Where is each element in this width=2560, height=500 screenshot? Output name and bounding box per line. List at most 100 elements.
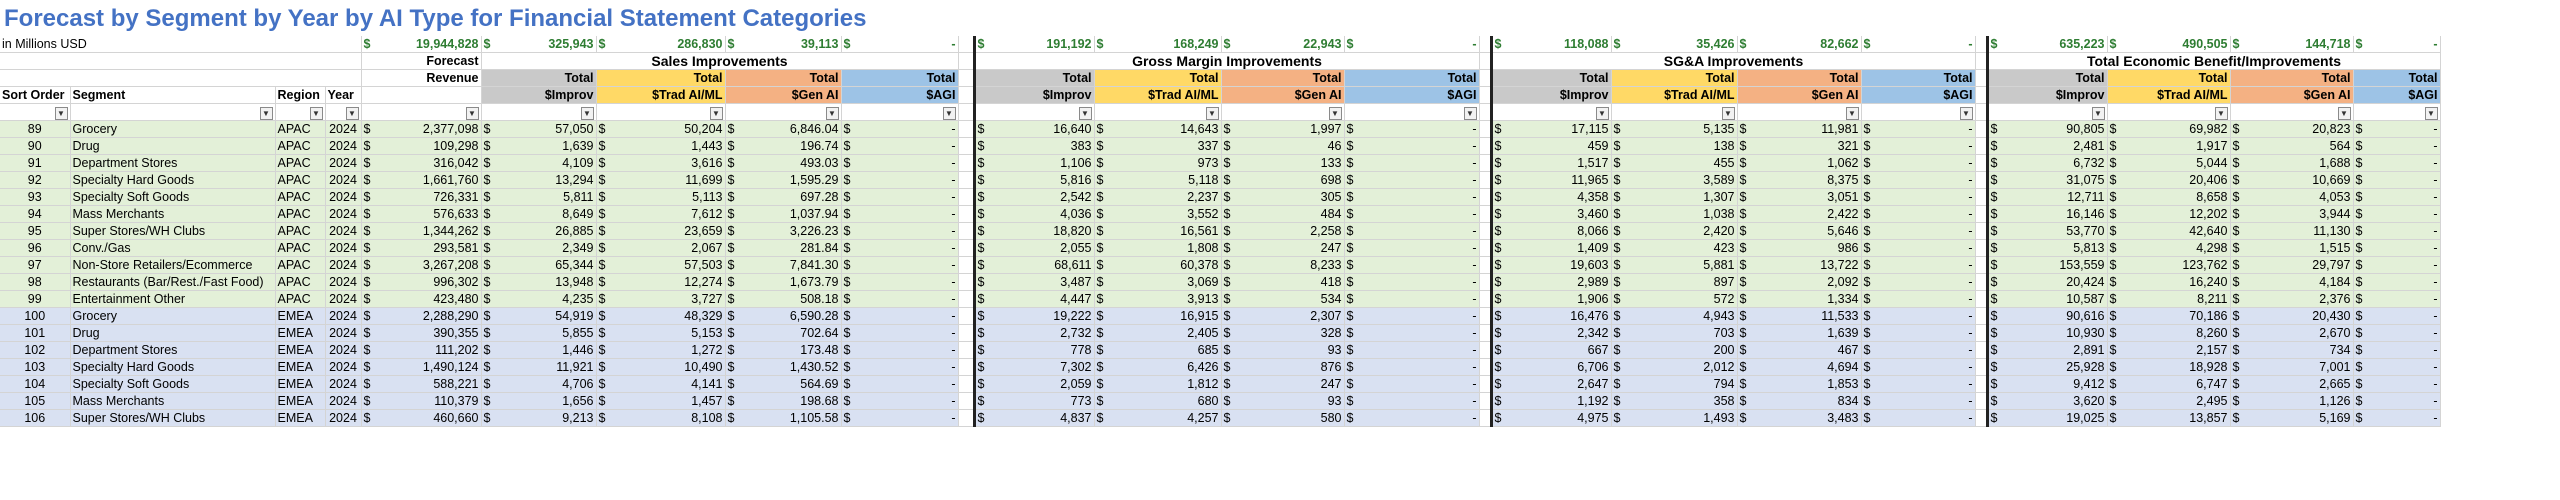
sga-agi-cell: $ - — [1861, 392, 1976, 410]
hdr-sales-trad-total: Total — [596, 69, 726, 87]
year-cell: 2024 — [325, 222, 362, 240]
filter-dropdown-icon[interactable]: ▼ — [465, 106, 479, 120]
filter-cell: ▼ — [0, 103, 71, 121]
sales-agi-cell: $ - — [841, 290, 959, 308]
total-gm-gen: $22,943 — [1221, 36, 1345, 53]
sga-gen-cell: $2,422 — [1737, 205, 1862, 223]
te-agi-cell: $ - — [2353, 256, 2441, 274]
hdr-sort-order: Sort Order — [0, 86, 71, 104]
table-row[interactable]: 98 Restaurants (Bar/Rest./Fast Food) APAC 2… — [0, 273, 2441, 291]
table-row[interactable]: 105 Mass Merchants EMEA 2024 $110,379 $1,656 $… — [0, 392, 2441, 410]
table-row[interactable]: 90 Drug APAC 2024 $109,298 $1,639 $1,443 $196.7… — [0, 137, 2441, 155]
te-agi-cell: $ - — [2353, 307, 2441, 325]
filter-cell: ▼ — [2230, 103, 2354, 121]
table-row[interactable]: 101 Drug EMEA 2024 $390,355 $5,855 $5,153 $702.… — [0, 324, 2441, 342]
filter-cell: ▼ — [275, 103, 326, 121]
gm-agi-cell: $ - — [1344, 137, 1480, 155]
sga-agi-cell: $ - — [1861, 290, 1976, 308]
sales-gen-cell: $564.69 — [725, 375, 842, 393]
gm-gen-cell: $1,997 — [1221, 120, 1345, 138]
sga-trad-cell: $4,943 — [1611, 307, 1738, 325]
segment-cell: Specialty Soft Goods — [70, 188, 276, 206]
sga-improv-cell: $667 — [1491, 341, 1612, 359]
region-cell: APAC — [275, 120, 326, 138]
sga-agi-cell: $ - — [1861, 256, 1976, 274]
filter-cell: ▼ — [481, 103, 597, 121]
table-row[interactable]: 89 Grocery APAC 2024 $2,377,098 $57,050 $50,20… — [0, 120, 2441, 138]
filter-dropdown-icon[interactable]: ▼ — [345, 106, 359, 120]
te-trad-cell: $18,928 — [2107, 358, 2231, 376]
sga-improv-cell: $1,409 — [1491, 239, 1612, 257]
table-row[interactable]: 106 Super Stores/WH Clubs EMEA 2024 $460,660… — [0, 409, 2441, 427]
filter-dropdown-icon[interactable]: ▼ — [54, 106, 68, 120]
sga-gen-cell: $5,646 — [1737, 222, 1862, 240]
table-row[interactable]: 104 Specialty Soft Goods EMEA 2024 $588,221 $… — [0, 375, 2441, 393]
sga-improv-cell: $2,647 — [1491, 375, 1612, 393]
filter-dropdown-icon[interactable]: ▼ — [1595, 106, 1609, 120]
filter-cell: ▼ — [70, 103, 276, 121]
table-row[interactable]: 103 Specialty Hard Goods EMEA 2024 $1,490,12… — [0, 358, 2441, 376]
filter-dropdown-icon[interactable]: ▼ — [1959, 106, 1973, 120]
year-cell: 2024 — [325, 188, 362, 206]
gm-trad-cell: $4,257 — [1094, 409, 1222, 427]
filter-dropdown-icon[interactable]: ▼ — [1328, 106, 1342, 120]
sga-agi-cell: $ - — [1861, 120, 1976, 138]
sga-trad-cell: $2,420 — [1611, 222, 1738, 240]
sales-improv-cell: $4,109 — [481, 154, 597, 172]
segment-cell: Grocery — [70, 120, 276, 138]
sales-agi-cell: $ - — [841, 239, 959, 257]
hdr-sales-gen-total: Total — [725, 69, 842, 87]
te-trad-cell: $13,857 — [2107, 409, 2231, 427]
table-row[interactable]: 95 Super Stores/WH Clubs APAC 2024 $1,344,26… — [0, 222, 2441, 240]
table-row[interactable]: 92 Specialty Hard Goods APAC 2024 $1,661,760… — [0, 171, 2441, 189]
filter-dropdown-icon[interactable]: ▼ — [309, 106, 323, 120]
filter-dropdown-icon[interactable]: ▼ — [259, 106, 273, 120]
te-trad-cell: $2,495 — [2107, 392, 2231, 410]
table-row[interactable]: 102 Department Stores EMEA 2024 $111,202 $1,4… — [0, 341, 2441, 359]
table-row[interactable]: 93 Specialty Soft Goods APAC 2024 $726,331 $5… — [0, 188, 2441, 206]
sheet-title: Forecast by Segment by Year by AI Type f… — [4, 5, 867, 32]
filter-dropdown-icon[interactable]: ▼ — [1078, 106, 1092, 120]
filter-dropdown-icon[interactable]: ▼ — [2337, 106, 2351, 120]
sort-order-cell: 92 — [0, 171, 71, 189]
sort-order-cell: 93 — [0, 188, 71, 206]
year-cell: 2024 — [325, 290, 362, 308]
filter-dropdown-icon[interactable]: ▼ — [1845, 106, 1859, 120]
total-sga-trad: $35,426 — [1611, 36, 1738, 53]
sga-gen-cell: $1,853 — [1737, 375, 1862, 393]
sga-agi-cell: $ - — [1861, 341, 1976, 359]
gm-improv-cell: $778 — [974, 341, 1095, 359]
filter-dropdown-icon[interactable]: ▼ — [2214, 106, 2228, 120]
gm-improv-cell: $19,222 — [974, 307, 1095, 325]
total-sales-gen: $39,113 — [725, 36, 842, 53]
filter-dropdown-icon[interactable]: ▼ — [825, 106, 839, 120]
header-row-total: Revenue Total Total Total Total Total To… — [0, 69, 2441, 87]
filter-dropdown-icon[interactable]: ▼ — [2424, 106, 2438, 120]
gm-agi-cell: $ - — [1344, 205, 1480, 223]
table-row[interactable]: 91 Department Stores APAC 2024 $316,042 $4,10… — [0, 154, 2441, 172]
table-row[interactable]: 97 Non-Store Retailers/Ecommerce APAC 2024 $… — [0, 256, 2441, 274]
sga-improv-cell: $3,460 — [1491, 205, 1612, 223]
filter-dropdown-icon[interactable]: ▼ — [2091, 106, 2105, 120]
sga-gen-cell: $467 — [1737, 341, 1862, 359]
filter-dropdown-icon[interactable]: ▼ — [580, 106, 594, 120]
hdr-sga-agi: $AGI — [1861, 86, 1976, 104]
te-gen-cell: $7,001 — [2230, 358, 2354, 376]
table-row[interactable]: 96 Conv./Gas APAC 2024 $293,581 $2,349 $2,067 $… — [0, 239, 2441, 257]
region-cell: EMEA — [275, 409, 326, 427]
table-row[interactable]: 99 Entertainment Other APAC 2024 $423,480 $4,… — [0, 290, 2441, 308]
filter-dropdown-icon[interactable]: ▼ — [709, 106, 723, 120]
year-cell: 2024 — [325, 154, 362, 172]
gm-gen-cell: $247 — [1221, 375, 1345, 393]
filter-dropdown-icon[interactable]: ▼ — [1463, 106, 1477, 120]
group-gross-margin: Gross Margin Improvements — [974, 52, 1480, 70]
filter-cell: ▼ — [1861, 103, 1976, 121]
table-row[interactable]: 100 Grocery EMEA 2024 $2,288,290 $54,919 $48,3… — [0, 307, 2441, 325]
filter-dropdown-icon[interactable]: ▼ — [942, 106, 956, 120]
filter-dropdown-icon[interactable]: ▼ — [1721, 106, 1735, 120]
table-row[interactable]: 94 Mass Merchants APAC 2024 $576,633 $8,649 $7… — [0, 205, 2441, 223]
filter-dropdown-icon[interactable]: ▼ — [1205, 106, 1219, 120]
te-gen-cell: $2,670 — [2230, 324, 2354, 342]
sales-trad-cell: $3,616 — [596, 154, 726, 172]
te-agi-cell: $ - — [2353, 222, 2441, 240]
